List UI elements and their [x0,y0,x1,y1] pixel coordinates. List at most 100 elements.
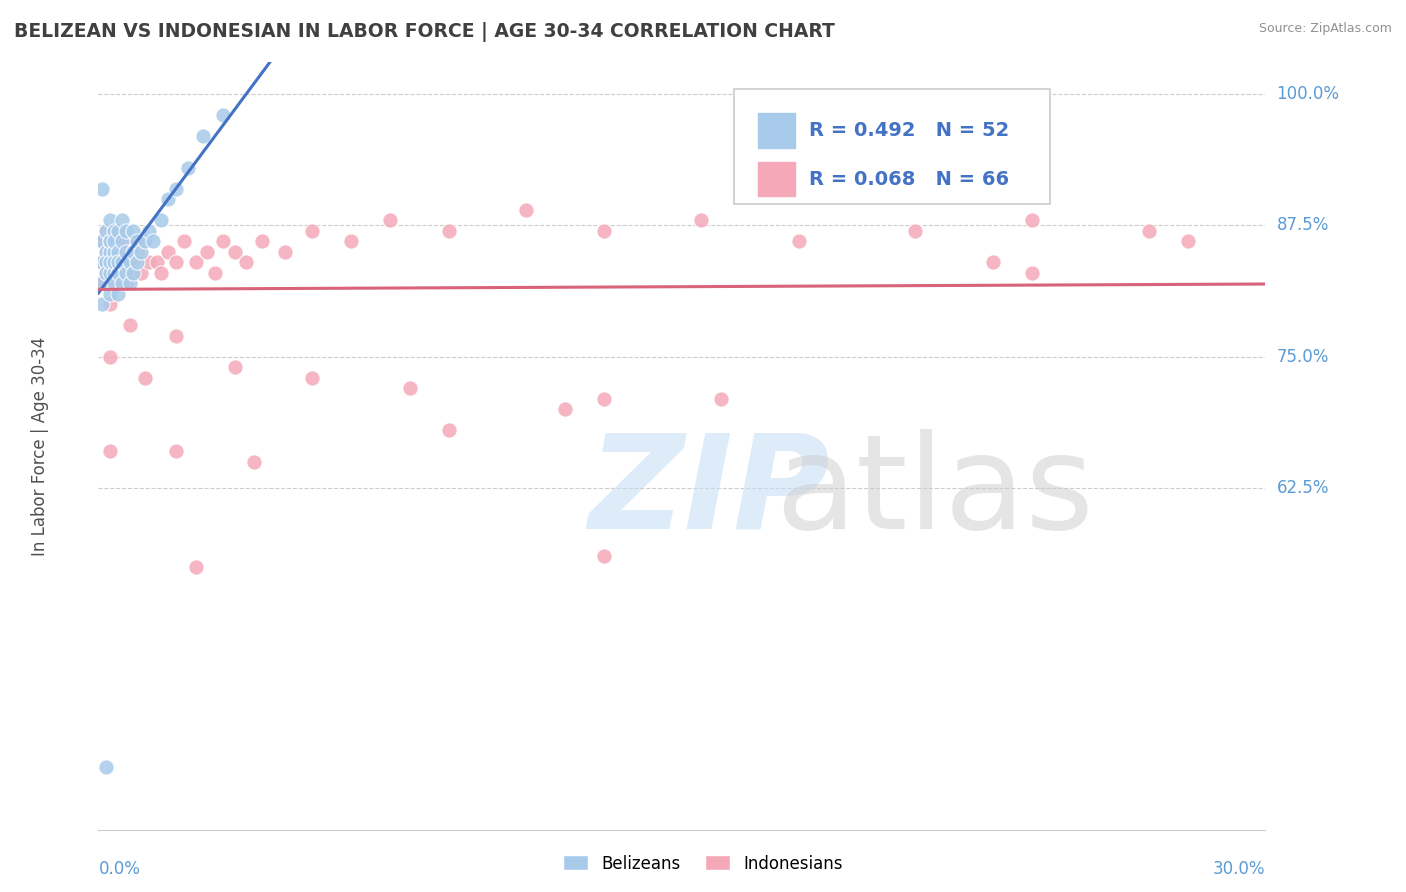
FancyBboxPatch shape [734,89,1049,204]
Point [380,213,402,227]
Point [114,266,136,280]
Point [98,350,121,364]
Point [138,255,160,269]
Point [98,213,121,227]
Point [96,266,118,280]
Point [98,266,121,280]
Point [134,234,156,248]
Point [1021,213,1043,227]
Point [118,255,141,269]
Point [96,244,118,259]
Text: 0.0%: 0.0% [98,860,141,878]
Point [224,244,246,259]
Point [98,255,121,269]
Point [96,244,118,259]
Point [224,360,246,375]
Point [98,297,121,311]
Point [593,549,616,564]
Point [184,559,207,574]
Point [96,759,118,773]
Point [122,234,145,248]
Text: atlas: atlas [775,428,1094,556]
Point [91,255,114,269]
Point [165,328,187,343]
Point [118,266,141,280]
Point [98,276,121,290]
Text: ZIP: ZIP [589,428,830,556]
Point [274,244,297,259]
Bar [758,113,796,148]
Point [165,444,187,458]
Point [107,244,129,259]
Point [91,255,114,269]
Point [212,234,235,248]
Point [127,234,149,248]
Text: Source: ZipAtlas.com: Source: ZipAtlas.com [1258,22,1392,36]
Point [111,255,134,269]
Point [114,255,136,269]
Point [398,381,420,395]
Point [593,223,616,237]
Point [1021,266,1043,280]
Point [157,244,180,259]
Point [103,266,125,280]
Point [103,223,125,237]
Text: 87.5%: 87.5% [1277,217,1329,235]
Point [91,234,114,248]
Point [111,213,134,227]
Point [114,276,136,290]
Point [437,223,460,237]
Point [129,244,152,259]
Text: R = 0.068   N = 66: R = 0.068 N = 66 [808,169,1010,188]
Point [1177,234,1199,248]
Text: R = 0.492   N = 52: R = 0.492 N = 52 [808,121,1010,140]
Point [107,266,129,280]
Point [107,255,129,269]
Point [146,255,169,269]
Text: BELIZEAN VS INDONESIAN IN LABOR FORCE | AGE 30-34 CORRELATION CHART: BELIZEAN VS INDONESIAN IN LABOR FORCE | … [14,22,835,42]
Point [107,223,129,237]
Text: 100.0%: 100.0% [1277,85,1340,103]
Point [111,276,134,290]
Point [96,223,118,237]
Point [118,318,141,333]
Point [301,223,323,237]
Point [91,276,114,290]
Point [787,234,810,248]
Point [98,234,121,248]
Point [149,266,172,280]
Point [98,286,121,301]
Point [122,255,145,269]
Point [173,234,195,248]
Point [554,402,576,417]
Point [103,244,125,259]
Point [134,370,156,384]
Point [710,392,733,406]
Point [98,234,121,248]
Point [1137,223,1160,237]
Point [515,202,537,217]
Point [96,255,118,269]
Point [111,234,134,248]
Point [111,276,134,290]
Point [212,108,235,122]
Point [107,234,129,248]
Point [91,234,114,248]
Point [118,244,141,259]
Point [114,234,136,248]
Point [437,423,460,437]
Point [122,244,145,259]
Point [340,234,363,248]
Point [111,255,134,269]
Text: 75.0%: 75.0% [1277,348,1329,366]
Point [103,223,125,237]
Point [103,276,125,290]
Point [107,286,129,301]
Point [157,192,180,206]
Point [129,266,152,280]
Point [122,223,145,237]
Text: In Labor Force | Age 30-34: In Labor Force | Age 30-34 [31,336,49,556]
Point [184,255,207,269]
Point [235,255,257,269]
Text: 62.5%: 62.5% [1277,479,1329,497]
